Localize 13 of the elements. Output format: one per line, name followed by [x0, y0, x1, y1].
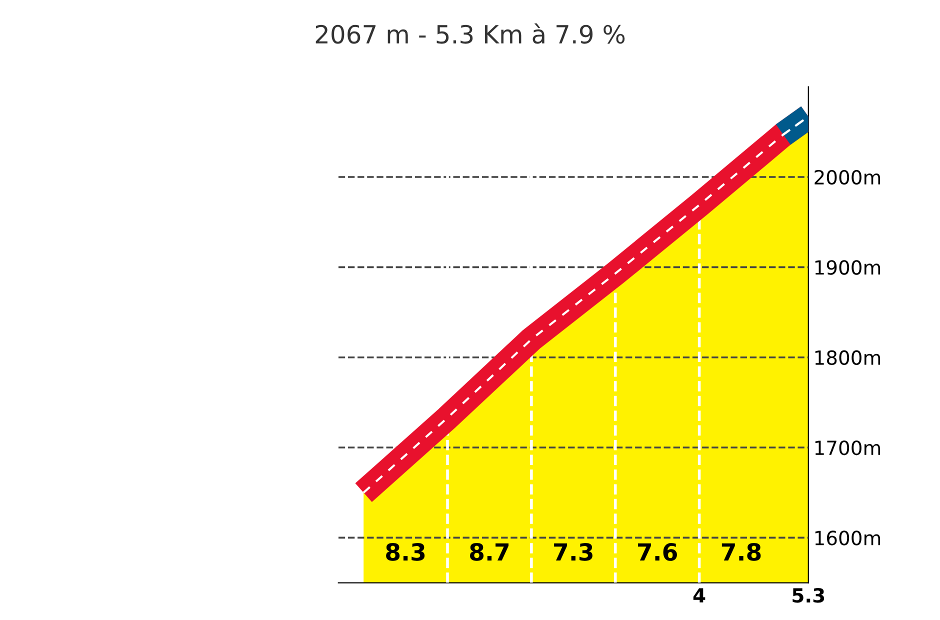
annotation: 7.8: [722, 543, 761, 561]
x-tick-label: 5.3: [792, 588, 824, 603]
chart-title: 2067 m - 5.3 Km à 7.9 %: [316, 23, 625, 44]
y-tick-label: 1800m: [815, 350, 880, 366]
y-tick-label: 1700m: [815, 440, 880, 456]
y-tick-label: 2000m: [814, 170, 880, 185]
annotation: 8.3: [386, 543, 425, 561]
y-tick-label: 1600m: [815, 530, 880, 546]
x-tick-label: 4: [693, 588, 706, 602]
annotation: 7.3: [554, 543, 592, 561]
annotation: 8.7: [470, 543, 509, 561]
annotation: 7.6: [638, 543, 677, 561]
y-tick-label: 1900m: [815, 260, 880, 275]
